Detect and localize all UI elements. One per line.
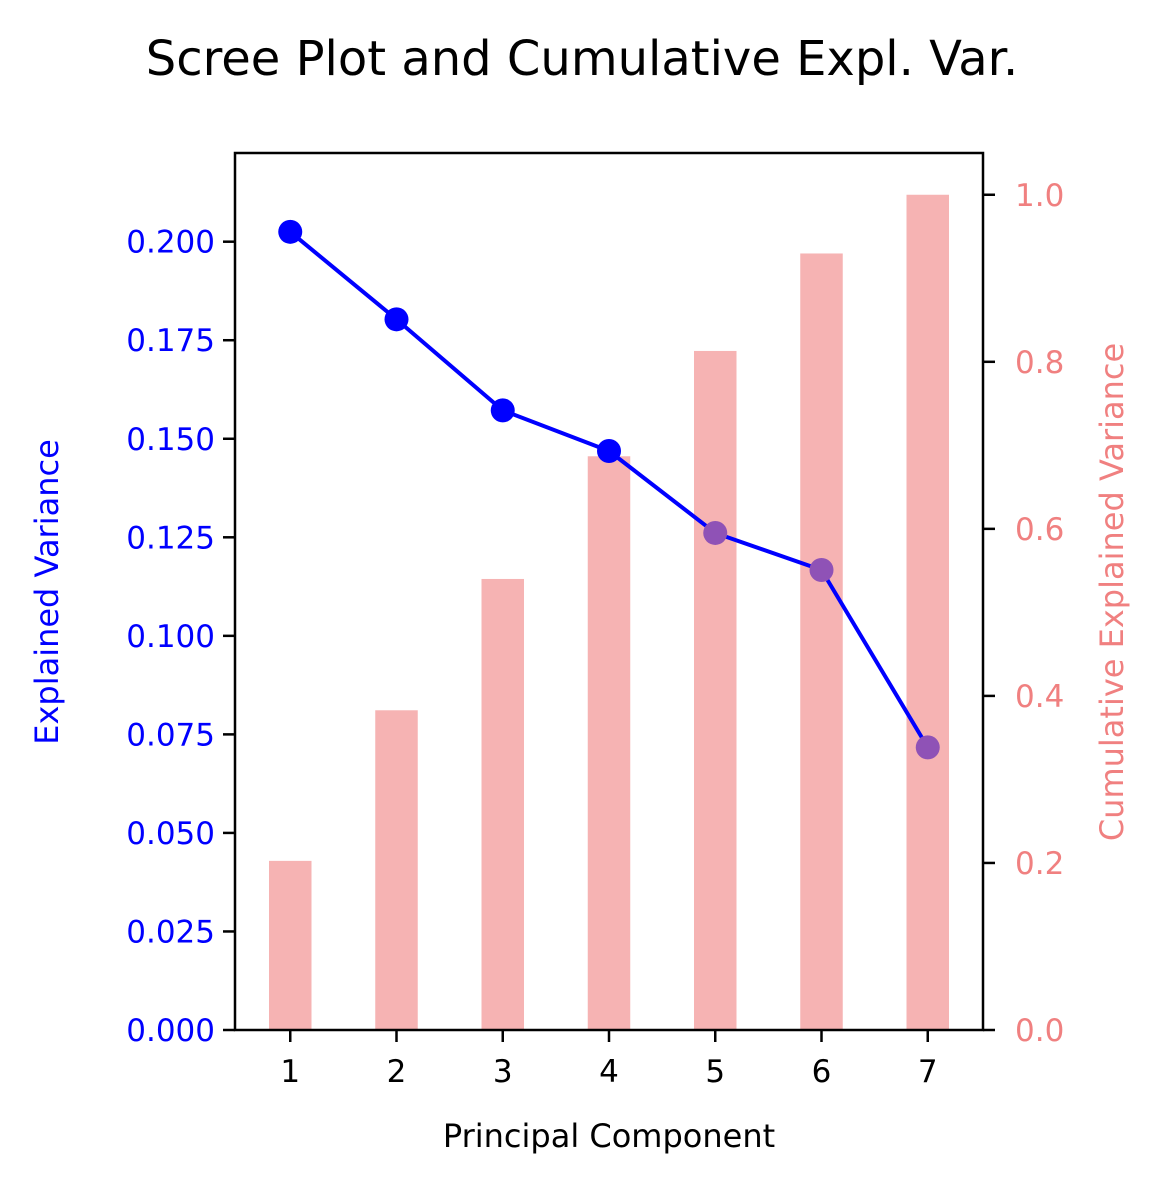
cumulative-bar-4	[587, 456, 631, 1030]
axes-layer: 0.0000.0250.0500.0750.1000.1250.1500.175…	[126, 151, 1064, 1090]
chart-title: Scree Plot and Cumulative Expl. Var.	[146, 31, 1019, 87]
x-tick-label: 1	[280, 1054, 300, 1090]
x-tick-label: 3	[493, 1054, 513, 1090]
y-right-axis-label: Cumulative Explained Variance	[1093, 343, 1131, 841]
y-left-axis-label: Explained Variance	[28, 439, 66, 745]
y-left-tick-label: 0.000	[126, 1013, 215, 1049]
variance-point-5	[703, 520, 728, 545]
x-tick-label: 7	[918, 1054, 938, 1090]
cumulative-bar-5	[694, 350, 737, 1030]
variance-line-segment-3	[500, 408, 611, 453]
x-tick-label: 2	[387, 1054, 407, 1090]
variance-point-2	[384, 307, 409, 332]
x-tick-label: 4	[599, 1054, 619, 1090]
variance-line-segment-1	[288, 229, 399, 322]
variance-point-7	[915, 735, 940, 760]
y-left-tick-label: 0.025	[126, 914, 215, 950]
y-left-tick-label: 0.100	[126, 619, 215, 655]
y-right-tick-label: 0.4	[1015, 679, 1064, 715]
cumulative-bar-1	[269, 860, 312, 1030]
variance-point-6	[809, 558, 834, 583]
cumulative-bar-7	[906, 194, 949, 1030]
y-right-tick-label: 0.6	[1015, 512, 1064, 548]
cumulative-bar-3	[481, 578, 524, 1030]
variance-line-segment-4	[607, 448, 718, 535]
y-left-tick-label: 0.200	[126, 225, 215, 261]
y-left-tick-label: 0.150	[126, 422, 215, 458]
y-left-tick-label: 0.125	[126, 520, 215, 556]
x-tick-label: 5	[705, 1054, 725, 1090]
y-right-tick-label: 0.0	[1015, 1013, 1064, 1049]
y-left-tick-label: 0.050	[126, 816, 215, 852]
x-tick-label: 6	[812, 1054, 832, 1090]
variance-point-4	[597, 438, 621, 463]
bars-layer	[269, 194, 949, 1031]
y-right-tick-label: 0.8	[1015, 345, 1064, 381]
cumulative-bar-6	[800, 253, 843, 1031]
y-right-tick-label: 1.0	[1015, 178, 1064, 214]
variance-point-3	[490, 398, 515, 423]
y-left-tick-label: 0.175	[126, 323, 215, 359]
variance-point-1	[278, 219, 303, 244]
x-axis-label: Principal Component	[443, 1117, 775, 1155]
variance-line-segment-6	[819, 568, 930, 750]
variance-line-segment-5	[713, 530, 824, 573]
y-left-tick-label: 0.075	[126, 717, 215, 753]
line-layer	[278, 219, 940, 760]
cumulative-bar-2	[375, 710, 418, 1030]
y-right-tick-label: 0.2	[1015, 846, 1064, 882]
variance-line-segment-2	[394, 317, 505, 413]
